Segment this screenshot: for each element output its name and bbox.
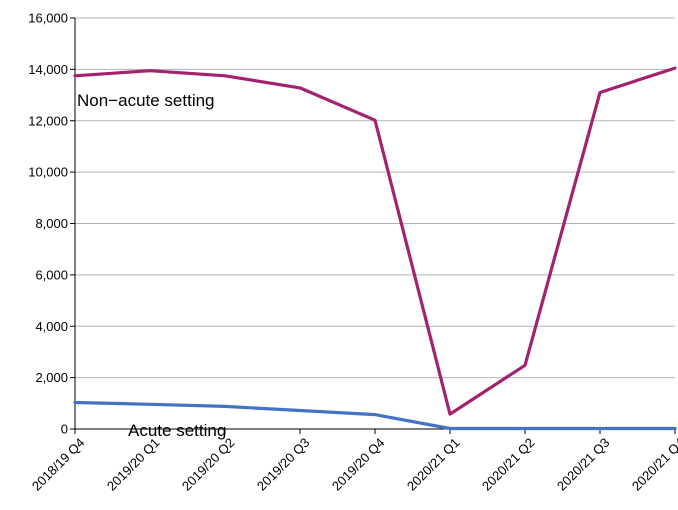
series-line-0: [73, 66, 677, 416]
x-tick-label: 2019/20 Q3: [254, 435, 313, 494]
y-tick-label: 10,000: [28, 165, 68, 180]
y-tick-label: 6,000: [35, 267, 68, 282]
y-tick-label: 8,000: [35, 216, 68, 231]
y-tick-label: 4,000: [35, 319, 68, 334]
series-labels: Non−acute setting Acute setting: [77, 91, 226, 440]
y-tick-label: 2,000: [35, 370, 68, 385]
x-tick-label: 2019/20 Q1: [104, 435, 163, 494]
series-label-acute: Acute setting: [128, 421, 226, 440]
x-tick-label: 2020/21 Q3: [554, 435, 613, 494]
x-tick-label: 2019/20 Q4: [329, 435, 388, 494]
y-tick-label: 12,000: [28, 113, 68, 128]
axes: [70, 17, 676, 434]
series-label-non-acute: Non−acute setting: [77, 91, 215, 110]
x-tick-labels: 2018/19 Q4 2019/20 Q1 2019/20 Q2 2019/20 Q3…: [29, 435, 678, 494]
y-tick-labels: 0 2,000 4,000 6,000 8,000 10,000 12,000 14,000 1…: [28, 11, 68, 437]
x-tick-label: 2020/21 Q4: [629, 435, 678, 494]
x-tick-label: 2019/20 Q2: [179, 435, 238, 494]
x-tick-label: 2020/21 Q1: [404, 435, 463, 494]
y-tick-label: 16,000: [28, 11, 68, 26]
y-tick-label: 14,000: [28, 62, 68, 77]
x-tick-label: 2020/21 Q2: [479, 435, 538, 494]
series-line-1: [73, 400, 677, 431]
x-tick-label: 2018/19 Q4: [29, 435, 88, 494]
y-tick-label: 0: [61, 422, 68, 437]
series-lines: [73, 66, 677, 431]
